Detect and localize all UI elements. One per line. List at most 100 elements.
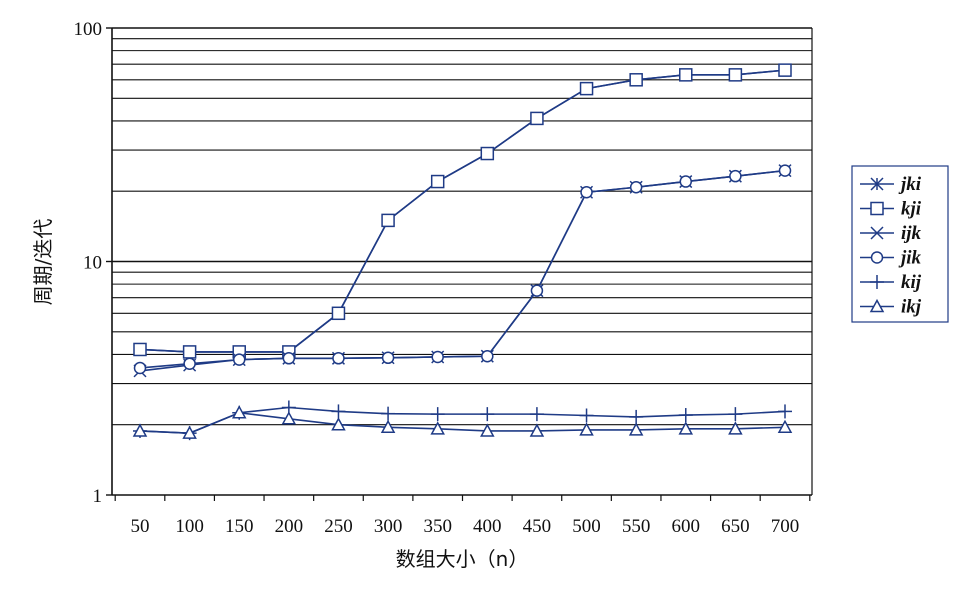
data-point [282,352,296,365]
y-tick-label: 100 [74,19,103,40]
data-point [579,408,594,423]
series-line-kji [139,69,786,353]
data-point [728,421,743,435]
data-point [381,406,396,421]
series-kji [133,63,792,359]
data-point [231,405,247,419]
data-point [628,422,644,436]
legend-label: ikj [901,297,922,318]
data-point [480,423,495,437]
series-ijk [133,164,792,378]
x-tick-label: 650 [721,516,750,537]
x-tick-label: 500 [572,516,601,537]
legend: jki kji ijk jik kij ikj [851,165,949,323]
data-point [430,421,445,435]
data-point [430,174,445,189]
data-point [778,63,792,77]
data-point [629,180,643,194]
series-line-jik [139,169,786,369]
data-point [678,408,693,423]
data-point [480,146,495,161]
data-point [580,185,593,199]
x-tick-label: 350 [423,516,452,537]
data-point [431,350,444,364]
legend-marker [869,298,885,313]
data-point [132,423,148,437]
data-point [331,306,346,321]
x-tick-label: 200 [275,516,304,537]
data-point [430,407,445,422]
data-point [679,175,693,188]
data-point [679,68,693,82]
series-group [132,63,793,441]
data-point [777,419,793,434]
data-point [530,284,544,297]
legend-marker [870,251,884,264]
data-point [381,213,395,228]
data-point [232,353,246,366]
y-tick-label: 1 [93,486,103,507]
legend-label: jki [898,174,922,195]
x-tick-label: 600 [672,516,701,537]
x-tick-label: 150 [225,516,254,537]
data-point [729,169,742,183]
x-axis-title: 数组大小（n） [396,547,529,571]
legend-marker [870,226,884,240]
data-point [133,342,147,357]
legend-box [851,165,949,323]
x-tick-label: 100 [175,516,204,537]
legend-marker [870,275,884,289]
x-tick-label: 550 [622,516,651,537]
data-point [182,425,197,439]
data-point [281,411,297,425]
series-jik [133,164,792,375]
data-point [529,407,544,422]
data-point [530,111,544,126]
data-point [331,417,346,431]
legend-label: jik [898,248,922,269]
legend-label: kij [901,272,922,293]
series-kij [133,400,792,441]
x-tick-label: 400 [473,516,502,537]
legend-item-kij: kij [860,272,922,293]
series-ikj [132,405,793,439]
data-point [778,404,792,419]
legend-marker [870,177,884,191]
data-point [480,407,495,422]
data-point [579,81,594,96]
data-point [331,404,346,419]
data-point [778,164,792,177]
x-tick-label: 300 [374,516,403,537]
series-line-jki [139,69,786,353]
legend-item-kji: kji [860,199,922,220]
legend-item-ikj: ikj [860,297,922,318]
legend-item-jki: jki [860,174,922,195]
data-point [728,407,743,422]
data-point [579,422,594,436]
data-point [728,68,743,82]
y-tick-label: 10 [83,253,102,274]
legend-item-jik: jik [860,248,922,269]
data-point [629,73,643,87]
x-tick-label: 700 [771,516,800,537]
data-point [629,409,644,424]
x-tick-label: 450 [523,516,552,537]
x-tick-label: 250 [324,516,353,537]
legend-item-ijk: ijk [860,223,922,244]
series-line-ikj [139,411,786,434]
y-ticks: 1 10 100 [74,19,112,507]
data-point [182,345,197,359]
series-line-kij [139,406,786,434]
x-tick-label: 50 [131,516,150,537]
x-ticks: 50 100 150 200 250 300 350 400 450 500 550 600 650 70… [114,495,811,537]
data-point [380,419,396,434]
data-point [183,357,196,370]
data-point [481,349,494,363]
y-axis-title: 周期/迭代 [31,219,55,306]
legend-label: ijk [901,223,922,244]
data-point [133,361,147,375]
data-point [529,423,545,437]
gridlines [112,27,812,426]
data-point [332,352,345,365]
